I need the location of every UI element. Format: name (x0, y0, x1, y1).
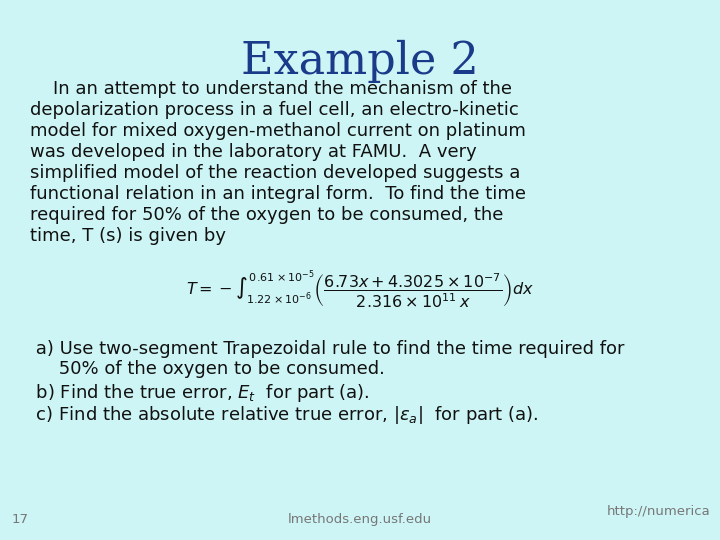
Text: c) Find the absolute relative true error, $|\epsilon_a|$  for part (a).: c) Find the absolute relative true error… (30, 404, 539, 426)
Text: model for mixed oxygen-methanol current on platinum: model for mixed oxygen-methanol current … (30, 122, 526, 140)
Text: In an attempt to understand the mechanism of the: In an attempt to understand the mechanis… (30, 80, 512, 98)
Text: Example 2: Example 2 (241, 40, 479, 83)
Text: http://numerica: http://numerica (606, 505, 710, 518)
Text: time, T (s) is given by: time, T (s) is given by (30, 227, 226, 245)
Text: 50% of the oxygen to be consumed.: 50% of the oxygen to be consumed. (30, 360, 385, 378)
Text: b) Find the true error, $E_t$  for part (a).: b) Find the true error, $E_t$ for part (… (30, 382, 369, 404)
Text: simplified model of the reaction developed suggests a: simplified model of the reaction develop… (30, 164, 521, 182)
Text: $T = -\int_{1.22\times10^{-6}}^{0.61\times10^{-5}}\left(\dfrac{6.73x + 4.3025\ti: $T = -\int_{1.22\times10^{-6}}^{0.61\tim… (186, 268, 534, 312)
Text: lmethods.eng.usf.edu: lmethods.eng.usf.edu (288, 513, 432, 526)
Text: depolarization process in a fuel cell, an electro-kinetic: depolarization process in a fuel cell, a… (30, 101, 518, 119)
Text: required for 50% of the oxygen to be consumed, the: required for 50% of the oxygen to be con… (30, 206, 503, 224)
Text: a) Use two-segment Trapezoidal rule to find the time required for: a) Use two-segment Trapezoidal rule to f… (30, 340, 624, 358)
Text: functional relation in an integral form.  To find the time: functional relation in an integral form.… (30, 185, 526, 203)
Text: 17: 17 (12, 513, 29, 526)
Text: was developed in the laboratory at FAMU.  A very: was developed in the laboratory at FAMU.… (30, 143, 477, 161)
